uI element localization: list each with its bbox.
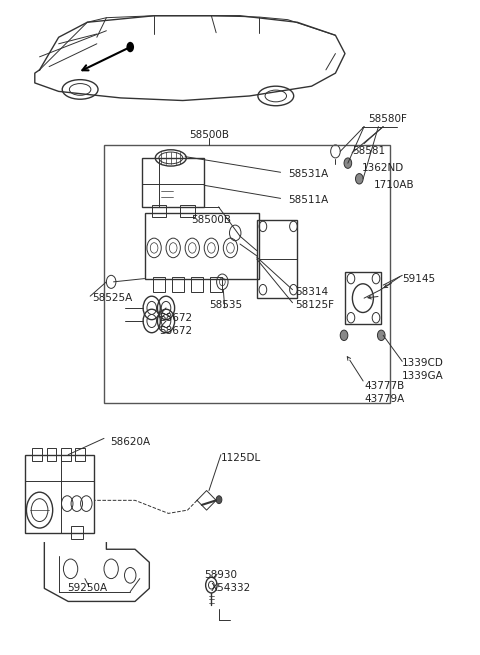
- Circle shape: [377, 330, 385, 341]
- Text: 59145: 59145: [402, 274, 435, 284]
- Bar: [152, 205, 166, 217]
- Text: 58500B: 58500B: [189, 130, 229, 140]
- Text: 58314: 58314: [295, 287, 328, 297]
- Text: 58672: 58672: [159, 312, 192, 323]
- Bar: [144, 214, 259, 278]
- Text: 1339CD: 1339CD: [402, 358, 444, 368]
- Circle shape: [126, 42, 134, 52]
- Text: 1362ND: 1362ND: [362, 162, 404, 173]
- Text: 58125F: 58125F: [295, 300, 334, 310]
- Circle shape: [216, 496, 222, 504]
- Bar: [104, 145, 390, 403]
- Text: 58525A: 58525A: [92, 293, 132, 303]
- Bar: [47, 448, 56, 461]
- Bar: [210, 277, 222, 291]
- Bar: [75, 448, 85, 461]
- Bar: [257, 220, 297, 298]
- Text: 58531A: 58531A: [288, 169, 328, 179]
- Bar: [180, 205, 195, 217]
- Text: 1339GA: 1339GA: [402, 371, 444, 381]
- Bar: [61, 448, 71, 461]
- Circle shape: [344, 158, 352, 168]
- Text: 43779A: 43779A: [364, 394, 404, 404]
- Text: 43777B: 43777B: [364, 381, 404, 391]
- Bar: [192, 277, 203, 291]
- Text: 1125DL: 1125DL: [221, 453, 261, 463]
- Text: 1710AB: 1710AB: [373, 180, 414, 191]
- Circle shape: [340, 330, 348, 341]
- Text: 58580F: 58580F: [369, 114, 408, 124]
- Bar: [71, 527, 83, 540]
- Bar: [345, 272, 381, 324]
- Text: 58620A: 58620A: [110, 437, 150, 447]
- Text: 58500B: 58500B: [192, 215, 231, 225]
- Bar: [172, 277, 184, 291]
- Bar: [153, 277, 165, 291]
- Text: 58511A: 58511A: [288, 195, 328, 205]
- Bar: [33, 448, 42, 461]
- Text: X54332: X54332: [210, 584, 251, 593]
- Text: 58930: 58930: [204, 571, 238, 580]
- Bar: [142, 158, 204, 207]
- Text: 59250A: 59250A: [67, 584, 108, 593]
- Text: 58581: 58581: [352, 147, 385, 157]
- Bar: [25, 455, 95, 533]
- Circle shape: [356, 174, 363, 184]
- Text: 58535: 58535: [209, 300, 242, 310]
- Text: 58672: 58672: [159, 326, 192, 336]
